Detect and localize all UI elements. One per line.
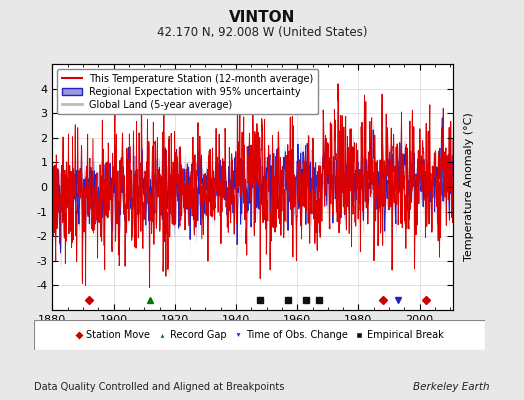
Y-axis label: Temperature Anomaly (°C): Temperature Anomaly (°C) <box>464 113 474 261</box>
Text: VINTON: VINTON <box>229 10 295 25</box>
FancyBboxPatch shape <box>34 320 485 350</box>
Text: 42.170 N, 92.008 W (United States): 42.170 N, 92.008 W (United States) <box>157 26 367 39</box>
Legend: Station Move, Record Gap, Time of Obs. Change, Empirical Break: Station Move, Record Gap, Time of Obs. C… <box>72 327 447 343</box>
Legend: This Temperature Station (12-month average), Regional Expectation with 95% uncer: This Temperature Station (12-month avera… <box>57 69 319 114</box>
Text: Berkeley Earth: Berkeley Earth <box>413 382 490 392</box>
Text: Data Quality Controlled and Aligned at Breakpoints: Data Quality Controlled and Aligned at B… <box>34 382 285 392</box>
